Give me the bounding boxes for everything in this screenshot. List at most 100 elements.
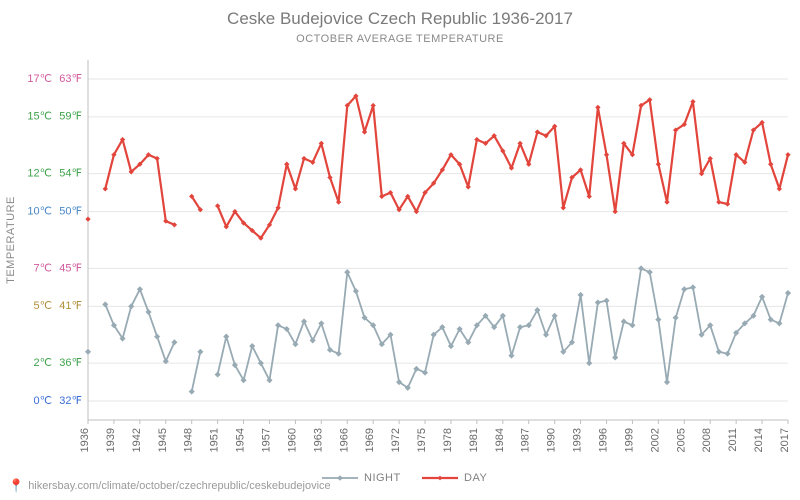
- night-marker: [336, 351, 342, 357]
- day-marker: [656, 162, 661, 167]
- day-marker: [604, 152, 609, 157]
- x-tick-label: 1954: [235, 428, 247, 452]
- night-marker: [172, 340, 178, 346]
- x-tick-label: 1969: [364, 428, 376, 452]
- x-tick-label: 1957: [260, 428, 272, 452]
- night-marker: [146, 309, 152, 315]
- night-marker: [690, 285, 696, 291]
- y-tick-celsius: 7℃: [34, 262, 52, 274]
- night-marker: [353, 288, 359, 294]
- y-tick-fahrenheit: 54℉: [59, 168, 82, 180]
- chart-container: 0℃32℉2℃36℉5℃41℉7℃45℉10℃50℉12℃54℉15℃59℉17…: [0, 0, 800, 500]
- night-marker: [327, 347, 333, 353]
- night-marker: [223, 334, 229, 340]
- day-line: [192, 196, 201, 209]
- night-marker: [759, 294, 765, 300]
- day-marker: [86, 217, 91, 222]
- day-marker: [786, 152, 791, 157]
- x-tick-label: 1975: [416, 428, 428, 452]
- y-axis-title: TEMPERATURE: [5, 196, 17, 284]
- day-marker: [613, 209, 618, 214]
- night-marker: [612, 355, 618, 361]
- x-tick-label: 1948: [183, 428, 195, 452]
- y-tick-celsius: 5℃: [34, 300, 52, 312]
- x-tick-label: 1996: [598, 428, 610, 452]
- x-tick-label: 1939: [105, 428, 117, 452]
- day-marker: [362, 130, 367, 135]
- night-marker: [189, 389, 195, 395]
- x-tick-label: 1993: [572, 428, 584, 452]
- night-line: [218, 268, 788, 387]
- y-tick-fahrenheit: 36℉: [59, 357, 82, 369]
- night-marker: [673, 315, 679, 321]
- night-marker: [785, 290, 791, 296]
- x-tick-label: 1984: [494, 428, 506, 452]
- x-tick-label: 1936: [79, 428, 91, 452]
- x-tick-label: 2011: [727, 428, 739, 452]
- night-marker: [586, 360, 592, 366]
- day-marker: [561, 205, 566, 210]
- day-marker: [716, 200, 721, 205]
- y-tick-celsius: 10℃: [27, 205, 52, 217]
- night-marker: [647, 269, 653, 275]
- chart-svg: 0℃32℉2℃36℉5℃41℉7℃45℉10℃50℉12℃54℉15℃59℉17…: [0, 0, 800, 500]
- night-marker: [154, 334, 160, 340]
- x-tick-label: 1987: [520, 428, 532, 452]
- footer-url: hikersbay.com/climate/october/czechrepub…: [28, 480, 330, 492]
- y-tick-celsius: 0℃: [34, 395, 52, 407]
- night-line: [192, 352, 201, 392]
- night-marker: [716, 349, 722, 355]
- x-tick-label: 1990: [546, 428, 558, 452]
- chart-title: Ceske Budejovice Czech Republic 1936-201…: [227, 9, 573, 28]
- night-marker: [681, 286, 687, 292]
- legend-day-label: DAY: [464, 472, 487, 484]
- x-tick-label: 1972: [390, 428, 402, 452]
- y-tick-fahrenheit: 41℉: [59, 300, 82, 312]
- night-marker: [517, 324, 523, 330]
- night-marker: [578, 292, 584, 298]
- night-marker: [215, 372, 221, 378]
- x-tick-label: 1963: [312, 428, 324, 452]
- y-tick-fahrenheit: 32℉: [59, 395, 82, 407]
- y-tick-fahrenheit: 63℉: [59, 73, 82, 85]
- night-marker: [621, 319, 627, 325]
- day-marker: [725, 202, 730, 207]
- legend-night-label: NIGHT: [364, 472, 401, 484]
- x-tick-label: 1966: [338, 428, 350, 452]
- y-tick-celsius: 12℃: [27, 168, 52, 180]
- night-marker: [604, 298, 610, 304]
- night-marker: [301, 319, 307, 325]
- night-marker: [85, 349, 91, 355]
- night-marker: [630, 322, 636, 328]
- x-tick-label: 1960: [286, 428, 298, 452]
- y-tick-fahrenheit: 59℉: [59, 111, 82, 123]
- night-marker: [656, 317, 662, 323]
- x-tick-label: 1951: [209, 428, 221, 452]
- y-tick-celsius: 17℃: [27, 73, 52, 85]
- x-tick-label: 1945: [157, 428, 169, 452]
- night-marker: [509, 353, 515, 359]
- legend-night-marker: [337, 475, 343, 481]
- x-tick-label: 2014: [753, 428, 765, 452]
- night-marker: [344, 269, 350, 275]
- night-marker: [595, 300, 601, 306]
- footer: 📍 hikersbay.com/climate/october/czechrep…: [8, 478, 331, 494]
- x-tick-label: 1981: [468, 428, 480, 452]
- y-tick-fahrenheit: 50℉: [59, 205, 82, 217]
- y-tick-celsius: 15℃: [27, 111, 52, 123]
- night-marker: [664, 379, 670, 385]
- night-marker: [638, 266, 644, 272]
- x-tick-label: 2017: [779, 428, 791, 452]
- x-tick-label: 2002: [649, 428, 661, 452]
- y-tick-fahrenheit: 45℉: [59, 262, 82, 274]
- night-marker: [777, 321, 783, 327]
- night-marker: [137, 286, 143, 292]
- x-tick-label: 1999: [623, 428, 635, 452]
- night-marker: [725, 351, 731, 357]
- night-marker: [198, 349, 204, 355]
- day-marker: [665, 200, 670, 205]
- legend-day-marker: [438, 476, 443, 481]
- x-tick-label: 2005: [675, 428, 687, 452]
- day-marker: [103, 186, 108, 191]
- night-marker: [543, 332, 549, 338]
